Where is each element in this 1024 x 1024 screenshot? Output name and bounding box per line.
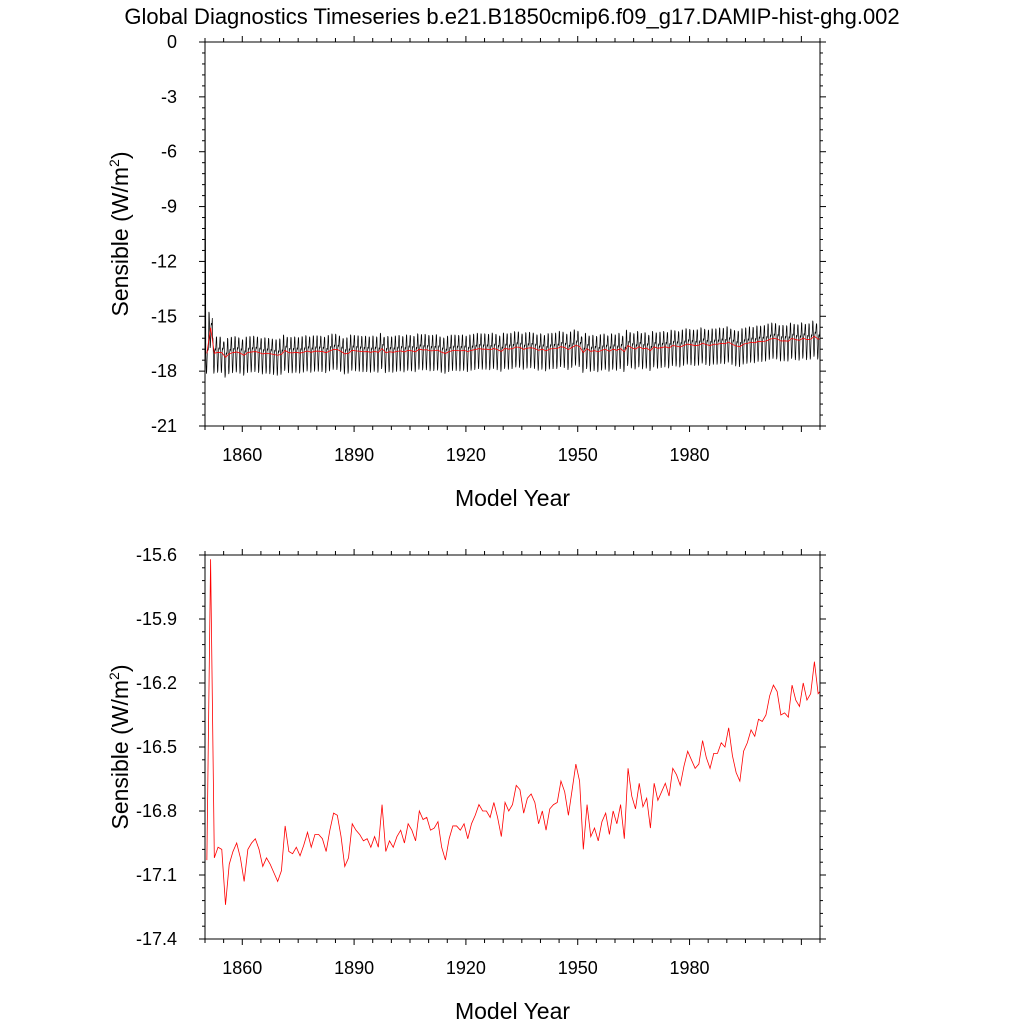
x-tick-label: 1890 <box>334 445 374 465</box>
y-tick-label: -17.4 <box>136 929 177 949</box>
y-tick-label: 0 <box>167 32 177 52</box>
top-y-axis-label: Sensible (W/m2) <box>106 151 133 316</box>
top-y-axis-label-main: Sensible (W/m <box>107 167 133 317</box>
y-tick-label: -3 <box>161 87 177 107</box>
figure-title: Global Diagnostics Timeseries b.e21.B185… <box>124 4 899 29</box>
top-x-axis-label: Model Year <box>455 485 570 511</box>
top-series-layer <box>205 87 820 378</box>
x-tick-label: 1980 <box>670 958 710 978</box>
y-tick-label: -16.8 <box>136 801 177 821</box>
bottom-series-layer <box>206 559 820 905</box>
y-tick-label: -6 <box>161 142 177 162</box>
annual-series-line <box>206 327 820 358</box>
y-tick-label: -15.6 <box>136 545 177 565</box>
top-y-axis-label-close: ) <box>107 151 133 159</box>
y-tick-label: -12 <box>151 251 177 271</box>
top-frame-layer <box>199 36 826 432</box>
bottom-frame-layer <box>199 549 826 945</box>
x-tick-label: 1860 <box>222 445 262 465</box>
y-tick-label: -15.9 <box>136 609 177 629</box>
y-tick-label: -16.5 <box>136 737 177 757</box>
x-tick-label: 1980 <box>670 445 710 465</box>
bottom-x-axis-label: Model Year <box>455 998 570 1024</box>
x-tick-label: 1920 <box>446 958 486 978</box>
y-tick-label: -16.2 <box>136 673 177 693</box>
plot-frame <box>204 554 821 940</box>
monthly-series-line <box>205 87 820 378</box>
bottom-x-tick-labels: 1860 1890 1920 1950 1980 <box>222 958 709 978</box>
x-tick-label: 1890 <box>334 958 374 978</box>
bottom-panel: -15.6 -15.9 -16.2 -16.5 -16.8 -17.1 -17.4 1860… <box>106 545 826 1024</box>
bottom-y-axis-label-main: Sensible (W/m <box>107 680 133 830</box>
top-x-tick-labels: 1860 1890 1920 1950 1980 <box>222 445 709 465</box>
bottom-y-axis-label-close: ) <box>107 664 133 672</box>
top-y-tick-labels: 0 -3 -6 -9 -12 -15 -18 -21 <box>151 32 177 436</box>
y-tick-label: -17.1 <box>136 865 177 885</box>
bottom-y-axis-label: Sensible (W/m2) <box>106 664 133 829</box>
y-tick-label: -18 <box>151 361 177 381</box>
bottom-y-tick-labels: -15.6 -15.9 -16.2 -16.5 -16.8 -17.1 -17.4 <box>136 545 177 949</box>
y-tick-label: -21 <box>151 416 177 436</box>
y-tick-label: -9 <box>161 197 177 217</box>
top-y-axis-label-sup: 2 <box>106 159 122 167</box>
y-tick-label: -15 <box>151 306 177 326</box>
x-tick-label: 1950 <box>558 958 598 978</box>
bottom-y-axis-label-sup: 2 <box>106 672 122 680</box>
top-panel: 0 -3 -6 -9 -12 -15 -18 -21 1860 1890 1920 1950 1980… <box>106 32 826 511</box>
annual-series-line <box>206 559 820 905</box>
x-tick-label: 1920 <box>446 445 486 465</box>
plot-frame <box>204 41 821 427</box>
x-tick-label: 1950 <box>558 445 598 465</box>
x-tick-label: 1860 <box>222 958 262 978</box>
